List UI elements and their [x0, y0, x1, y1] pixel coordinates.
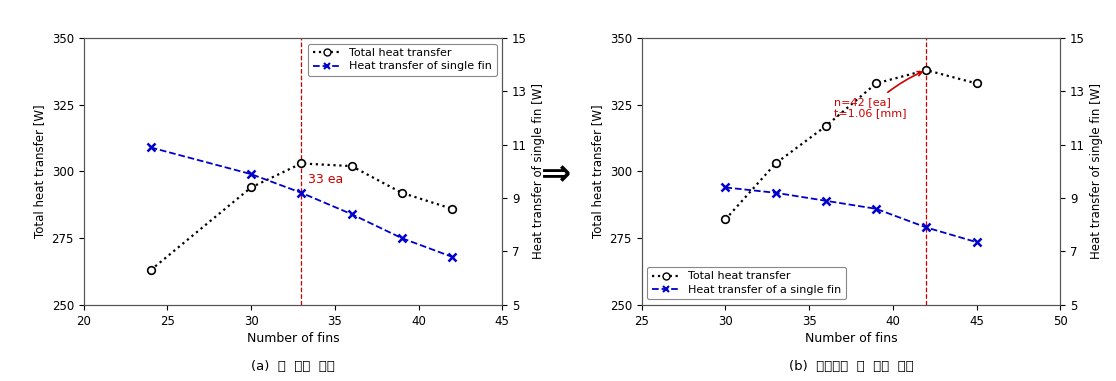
Y-axis label: Total heat transfer [W]: Total heat transfer [W] — [33, 105, 46, 238]
Legend: Total heat transfer, Heat transfer of a single fin: Total heat transfer, Heat transfer of a … — [647, 267, 846, 299]
Text: (a)  휜  두께  고정: (a) 휜 두께 고정 — [251, 360, 335, 373]
Text: n=42 [ea]
t=1.06 [mm]: n=42 [ea] t=1.06 [mm] — [835, 72, 922, 118]
X-axis label: Number of fins: Number of fins — [247, 332, 339, 345]
Legend: Total heat transfer, Heat transfer of single fin: Total heat transfer, Heat transfer of si… — [308, 44, 497, 76]
Y-axis label: Total heat transfer [W]: Total heat transfer [W] — [591, 105, 604, 238]
X-axis label: Number of fins: Number of fins — [805, 332, 897, 345]
Y-axis label: Heat transfer of single fin [W]: Heat transfer of single fin [W] — [1090, 83, 1104, 259]
Text: 33 ea: 33 ea — [308, 173, 344, 186]
Text: ⇒: ⇒ — [540, 158, 571, 192]
Text: (b)  최적화된  휜  간격  고정: (b) 최적화된 휜 간격 고정 — [789, 360, 913, 373]
Y-axis label: Heat transfer of single fin [W]: Heat transfer of single fin [W] — [532, 83, 546, 259]
